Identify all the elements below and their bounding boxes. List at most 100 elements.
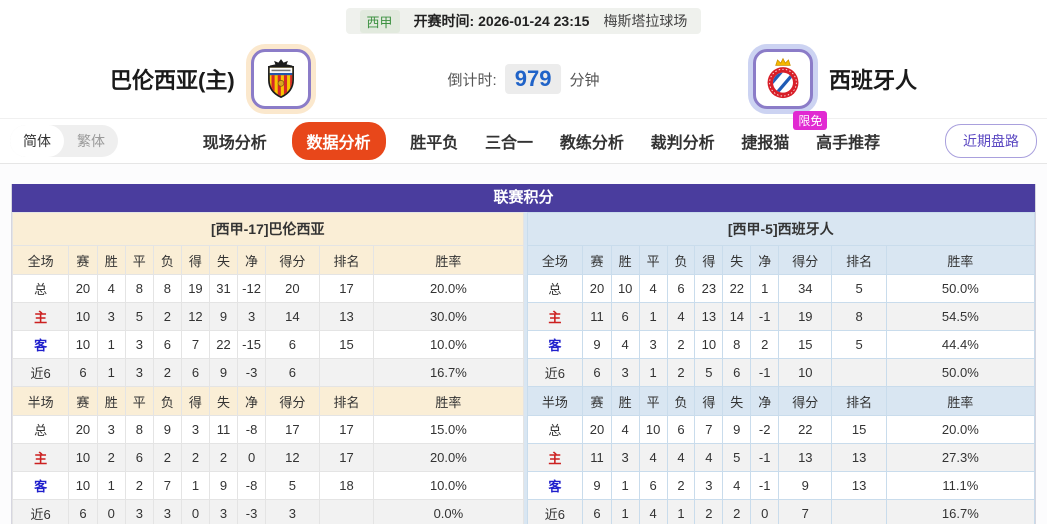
stat-cell: [831, 358, 887, 387]
stat-cell: 1: [180, 471, 210, 500]
nav-bar: 简体 繁体 现场分析 数据分析 胜平负 三合一 教练分析 裁判分析 捷报猫 限免…: [0, 111, 1047, 164]
stat-cell: -1: [750, 302, 780, 331]
stat-cell: 3: [610, 443, 640, 472]
stat-cell: 1: [638, 358, 668, 387]
stat-cell: 2: [152, 302, 182, 331]
stat-cell: 12: [180, 302, 210, 331]
lang-simplified[interactable]: 简体: [10, 125, 64, 157]
main-content: 联赛积分 [西甲-17]巴伦西亚 全场赛胜平负得失净得分 排名 胜率 总 20 4 8 8 1…: [0, 164, 1047, 524]
table-row: 近6 6 1 3 2 6 9 -3 6 16.7%: [11, 358, 524, 387]
stat-cell: 4: [610, 330, 640, 359]
language-toggle[interactable]: 简体 繁体: [10, 125, 118, 157]
home-team: 巴伦西亚(主): [110, 49, 311, 109]
stat-cell: 4: [694, 443, 724, 472]
column-header: 平: [638, 386, 668, 416]
row-label: 近6: [526, 499, 584, 524]
tab-data-analysis[interactable]: 数据分析: [291, 122, 386, 160]
stat-cell: 7: [778, 499, 833, 524]
stat-cell: 8: [152, 274, 182, 303]
table-row: 主 10 3 5 2 12 9 3 14 13 30.0%: [11, 302, 524, 331]
stat-cell: 50.0%: [885, 358, 1036, 387]
stat-cell: 3: [152, 499, 182, 524]
stat-cell: 14: [722, 302, 752, 331]
stat-cell: 34: [778, 274, 833, 303]
stat-cell: 10: [68, 443, 98, 472]
column-header: 得分: [778, 386, 833, 416]
stat-cell: 0.0%: [373, 499, 524, 524]
tab-live-analysis[interactable]: 现场分析: [202, 135, 267, 152]
stat-cell: 11.1%: [885, 471, 1036, 500]
stat-cell: 15: [318, 330, 375, 359]
stat-cell: 4: [638, 274, 668, 303]
column-header: 全场: [11, 245, 70, 275]
stat-cell: 13: [831, 471, 887, 500]
stat-cell: 20: [582, 274, 612, 303]
stat-cell: 3: [237, 302, 267, 331]
stat-cell: 16.7%: [373, 358, 524, 387]
column-header: 失: [722, 386, 752, 416]
stat-cell: [318, 358, 375, 387]
venue-name: 梅斯塔拉球场: [603, 13, 688, 29]
tab-expert-picks[interactable]: 高手推荐: [816, 135, 881, 152]
teams-header: 巴伦西亚(主) 倒计时: 979 分钟: [0, 40, 1047, 118]
stat-cell: 9: [208, 302, 239, 331]
countdown: 倒计时: 979 分钟: [448, 64, 599, 94]
table-row: 近6 6 0 3 3 0 3 -3 3 0.0%: [11, 499, 524, 524]
table-row: 主 10 2 6 2 2 2 0 12 17 20.0%: [11, 443, 524, 472]
stat-cell: 6: [638, 471, 668, 500]
stat-cell: 20: [582, 415, 612, 444]
stat-cell: 10: [778, 358, 833, 387]
recent-trends-button[interactable]: 近期盘路: [945, 124, 1037, 158]
stat-cell: -8: [237, 415, 267, 444]
stat-cell: 3: [265, 499, 320, 524]
tab-win-draw-lose[interactable]: 胜平负: [410, 135, 459, 152]
table-row: 总 20 4 8 8 19 31 -12 20 17 20.0%: [11, 274, 524, 303]
column-header: 失: [208, 386, 239, 416]
home-team-name: 巴伦西亚(主): [110, 68, 235, 93]
stat-cell: 1: [96, 330, 126, 359]
tab-three-in-one[interactable]: 三合一: [485, 135, 534, 152]
stat-cell: 3: [96, 302, 126, 331]
stat-cell: 10.0%: [373, 471, 524, 500]
column-header: 负: [666, 386, 696, 416]
stat-cell: 10: [68, 471, 98, 500]
stat-cell: 6: [265, 358, 320, 387]
stat-cell: 1: [610, 471, 640, 500]
stat-cell: 7: [180, 330, 210, 359]
stat-cell: -8: [237, 471, 267, 500]
lang-traditional[interactable]: 繁体: [77, 133, 105, 149]
column-header: 负: [152, 245, 182, 275]
league-badge: 西甲: [359, 9, 400, 33]
column-header: 胜率: [373, 245, 524, 275]
stat-cell: 9: [778, 471, 833, 500]
column-header: 平: [124, 386, 154, 416]
stat-cell: 3: [638, 330, 668, 359]
column-header: 排名: [318, 386, 375, 416]
column-header: 失: [722, 245, 752, 275]
column-header: 净: [750, 245, 780, 275]
stat-cell: 8: [831, 302, 887, 331]
stat-cell: 44.4%: [885, 330, 1036, 359]
stat-cell: 50.0%: [885, 274, 1036, 303]
column-header: 平: [124, 245, 154, 275]
stat-cell: 4: [722, 471, 752, 500]
stat-cell: 3: [124, 358, 154, 387]
tab-jiebao-cat[interactable]: 捷报猫 限免: [739, 111, 828, 159]
stat-cell: 6: [666, 415, 696, 444]
table-row: 近6 6 1 4 1 2 2 0 7 16.7%: [526, 499, 1036, 524]
tab-referee-analysis[interactable]: 裁判分析: [650, 135, 715, 152]
column-header: 赛: [68, 386, 98, 416]
stat-cell: 5: [124, 302, 154, 331]
stat-cell: -2: [750, 415, 780, 444]
stat-cell: 1: [96, 471, 126, 500]
stat-cell: 6: [68, 499, 98, 524]
away-team-name: 西班牙人: [828, 68, 917, 93]
tab-coach-analysis[interactable]: 教练分析: [559, 135, 624, 152]
stat-cell: 2: [722, 499, 752, 524]
stat-cell: 3: [96, 415, 126, 444]
stat-cell: -1: [750, 471, 780, 500]
stat-cell: 22: [778, 415, 833, 444]
stat-cell: 2: [152, 443, 182, 472]
stat-cell: 1: [610, 499, 640, 524]
stat-cell: 8: [124, 415, 154, 444]
